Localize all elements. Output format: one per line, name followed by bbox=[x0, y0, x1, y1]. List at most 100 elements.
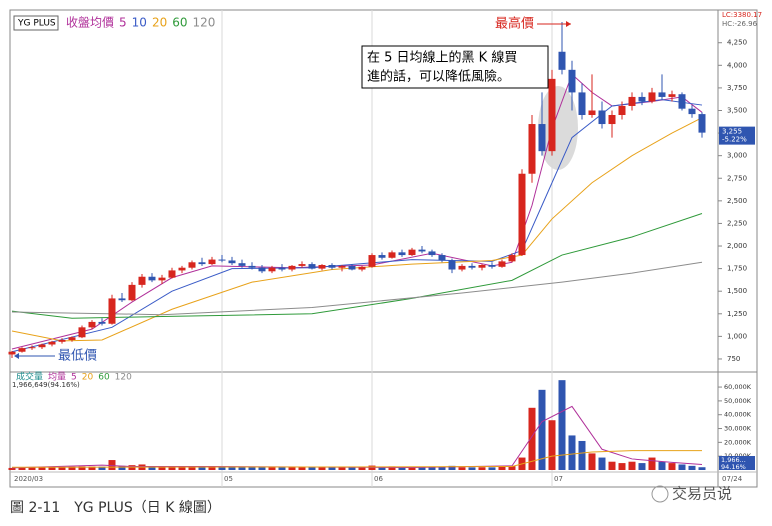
y-tick-label: 50,000K bbox=[724, 397, 752, 405]
high-label: 最高價 bbox=[495, 16, 534, 32]
y-tick-label: 2,500 bbox=[727, 197, 747, 205]
volume-last: 1,966... bbox=[721, 456, 746, 464]
y-tick-label: 3,500 bbox=[727, 106, 747, 114]
volume-bar bbox=[628, 461, 636, 470]
candle-body bbox=[138, 276, 146, 285]
candle-body bbox=[398, 252, 406, 256]
candle-body bbox=[428, 251, 436, 256]
candle-body bbox=[368, 255, 376, 267]
y-tick-label: 3,750 bbox=[727, 84, 747, 92]
callout-text: 進的話，可以降低風險。 bbox=[367, 69, 510, 85]
candle-body bbox=[78, 327, 86, 338]
candle-body bbox=[48, 341, 56, 345]
candle-body bbox=[38, 344, 46, 348]
volume-bar bbox=[608, 461, 616, 470]
highlight-ellipse bbox=[538, 86, 578, 170]
volume-bar bbox=[178, 466, 186, 470]
legend-entry: 收盤均價 bbox=[66, 16, 114, 30]
volume-bar bbox=[468, 467, 476, 470]
ma-line bbox=[11, 261, 703, 316]
volume-bar bbox=[478, 467, 486, 470]
legend-entry: 5 bbox=[71, 373, 77, 383]
ma-line bbox=[11, 450, 702, 468]
legend-entry: 10 bbox=[132, 16, 147, 30]
last-change: -5.22% bbox=[722, 136, 747, 144]
volume-bar bbox=[548, 420, 556, 470]
candle-body bbox=[408, 249, 416, 256]
volume-bar bbox=[678, 464, 686, 470]
volume-bar bbox=[58, 467, 66, 470]
candle-body bbox=[518, 173, 526, 256]
volume-bar bbox=[88, 466, 96, 470]
volume-bar bbox=[588, 453, 596, 470]
candle-body bbox=[98, 321, 106, 324]
candle-body bbox=[278, 267, 286, 270]
candle-body bbox=[418, 249, 426, 252]
x-tick-label: 06 bbox=[374, 475, 383, 483]
volume-bar bbox=[38, 466, 46, 470]
legend-entry: 5 bbox=[119, 16, 127, 30]
volume-bar bbox=[458, 467, 466, 470]
volume-bar bbox=[228, 467, 236, 470]
candle-body bbox=[608, 115, 616, 125]
candle-body bbox=[18, 348, 26, 352]
callout-box bbox=[361, 45, 549, 89]
volume-bar bbox=[288, 467, 296, 470]
candle-body bbox=[28, 347, 36, 349]
candle-body bbox=[338, 265, 346, 268]
candle-body bbox=[548, 78, 556, 152]
volume-bar bbox=[568, 435, 576, 470]
candle-body bbox=[168, 270, 176, 278]
volume-bar bbox=[118, 465, 126, 470]
y-tick-label: 1,750 bbox=[727, 265, 747, 273]
low-arrowhead bbox=[14, 353, 19, 359]
volume-bar bbox=[338, 467, 346, 470]
watermark-icon bbox=[651, 485, 669, 503]
y-tick-label: 60,000K bbox=[724, 383, 752, 391]
candle-body bbox=[688, 108, 696, 115]
candle-body bbox=[478, 264, 486, 268]
candle-body bbox=[698, 114, 706, 133]
volume-bar bbox=[348, 467, 356, 470]
candle-body bbox=[568, 69, 576, 93]
x-tick-label: 07 bbox=[554, 475, 563, 483]
candle-body bbox=[158, 277, 166, 281]
volume-bar bbox=[508, 466, 516, 470]
candle-body bbox=[8, 351, 16, 355]
legend-entry: 20 bbox=[152, 16, 167, 30]
candle-body bbox=[508, 255, 516, 262]
ma-line bbox=[11, 213, 703, 319]
x-tick-label: 07/24 bbox=[722, 475, 743, 483]
volume-bar bbox=[18, 467, 26, 470]
volume-bar bbox=[48, 467, 56, 470]
volume-bar bbox=[388, 466, 396, 470]
ma-line bbox=[11, 405, 703, 469]
candle-body bbox=[458, 265, 466, 270]
volume-bar bbox=[208, 466, 216, 470]
caption: 圖 2-11 YG PLUS（日 K 線圖） bbox=[10, 500, 221, 516]
volume-bar bbox=[298, 466, 306, 470]
volume-bar bbox=[378, 466, 386, 470]
candle-body bbox=[88, 321, 96, 328]
watermark: 交易员说 bbox=[672, 485, 732, 503]
candle-body bbox=[558, 51, 566, 70]
volume-bar bbox=[488, 467, 496, 470]
legend-entry: 60 bbox=[172, 16, 187, 30]
volume-bar bbox=[78, 466, 86, 470]
candle-body bbox=[348, 265, 356, 270]
candle-body bbox=[318, 264, 326, 269]
candle-body bbox=[638, 96, 646, 102]
candle-body bbox=[258, 267, 266, 272]
corner-label: LC:3380.17 bbox=[722, 11, 762, 19]
candle-body bbox=[188, 262, 196, 268]
volume-bar bbox=[68, 466, 76, 470]
volume-info: 1,966,649(94.16%) bbox=[12, 381, 80, 389]
y-tick-label: 1,000 bbox=[727, 332, 747, 340]
candle-body bbox=[298, 264, 306, 266]
candle-body bbox=[128, 284, 136, 301]
volume-bar bbox=[418, 467, 426, 470]
y-tick-label: 2,250 bbox=[727, 219, 747, 227]
candle-body bbox=[208, 259, 216, 265]
x-tick-label: 05 bbox=[224, 475, 233, 483]
y-tick-label: 4,250 bbox=[727, 39, 747, 47]
